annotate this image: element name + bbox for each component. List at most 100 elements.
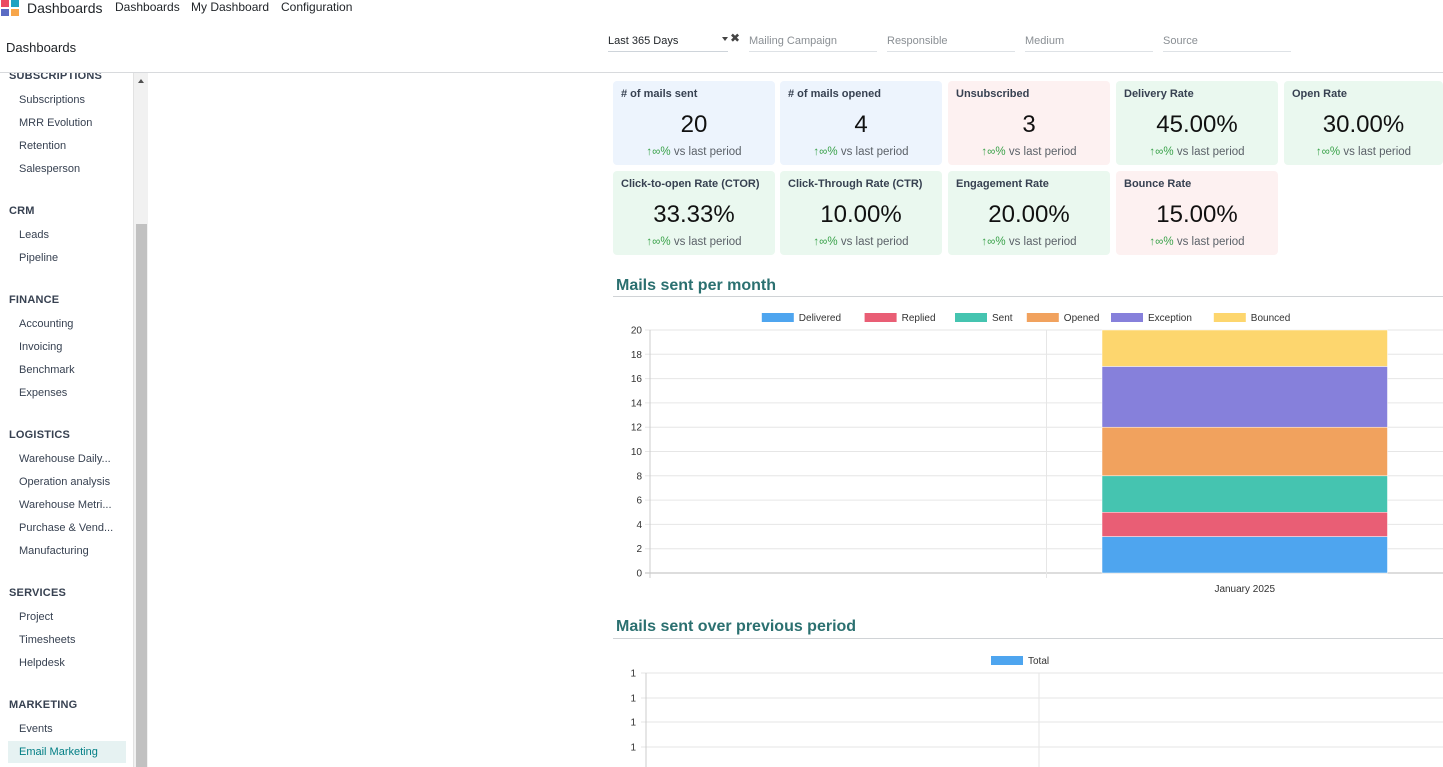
breadcrumb: Dashboards	[6, 40, 77, 55]
mailing-campaign-placeholder: Mailing Campaign	[749, 35, 838, 47]
mailing-campaign-filter[interactable]: Mailing Campaign	[749, 31, 877, 52]
source-filter[interactable]: Source	[1163, 31, 1291, 52]
legend-item-exception[interactable]: Exception	[1111, 313, 1192, 324]
y-tick-label: 1	[630, 669, 636, 680]
legend-swatch	[1111, 313, 1143, 322]
period-filter-value: Last 365 Days	[608, 35, 679, 47]
sidebar-item-salesperson[interactable]: Salesperson	[19, 163, 81, 175]
header-divider	[0, 72, 1443, 73]
kpi-change-suffix: vs last period	[673, 236, 742, 248]
chart1-rule	[613, 296, 1443, 297]
top-navbar: Dashboards Dashboards My Dashboard Confi…	[0, 0, 1443, 16]
legend-item-total[interactable]: Total	[991, 656, 1049, 667]
sidebar-section-marketing: MARKETING	[9, 699, 78, 711]
bar-segment-exception[interactable]	[1101, 366, 1388, 428]
scroll-up-arrow-icon[interactable]	[138, 79, 144, 83]
arrow-up-icon: ↑	[1149, 236, 1156, 248]
kpi-card[interactable]: # of mails sent 20 ↑∞% vs last period	[613, 81, 775, 165]
kpi-title: Click-Through Rate (CTR)	[788, 178, 923, 190]
kpi-change: ∞%	[987, 146, 1006, 158]
arrow-up-icon: ↑	[981, 146, 988, 158]
sidebar-item-events[interactable]: Events	[19, 723, 53, 735]
legend-item-sent[interactable]: Sent	[955, 313, 1013, 324]
arrow-up-icon: ↑	[813, 236, 820, 248]
kpi-value: 20.00%	[988, 201, 1070, 228]
nav-dashboards[interactable]: Dashboards	[115, 0, 180, 14]
dashboards-app-icon[interactable]	[1, 0, 19, 16]
source-placeholder: Source	[1163, 35, 1198, 47]
kpi-change: ∞%	[1321, 146, 1341, 158]
legend-label: Opened	[1064, 313, 1100, 324]
scrollbar-thumb[interactable]	[136, 224, 147, 767]
bar-segment-replied[interactable]	[1101, 512, 1388, 537]
arrow-up-icon: ↑	[813, 146, 820, 158]
sidebar-item-purchase-vend[interactable]: Purchase & Vend...	[19, 522, 114, 534]
kpi-title: Delivery Rate	[1124, 88, 1194, 100]
sidebar-item-pipeline[interactable]: Pipeline	[19, 252, 59, 264]
kpi-card[interactable]: # of mails opened 4 ↑∞% vs last period	[780, 81, 942, 165]
kpi-card[interactable]: Click-Through Rate (CTR) 10.00% ↑∞% vs las…	[780, 171, 942, 255]
x-tick-label: January 2025	[1214, 584, 1275, 595]
kpi-title: Bounce Rate	[1124, 178, 1192, 190]
sidebar-item-expenses[interactable]: Expenses	[19, 387, 68, 399]
sidebar-scrollbar[interactable]	[133, 73, 148, 767]
nav-my-dashboard[interactable]: My Dashboard	[191, 0, 270, 14]
kpi-title: Click-to-open Rate (CTOR)	[621, 178, 760, 190]
legend-label: Sent	[992, 313, 1013, 324]
kpi-value: 10.00%	[820, 201, 902, 228]
kpi-change-suffix: vs last period	[840, 146, 909, 158]
kpi-card[interactable]: Delivery Rate 45.00% ↑∞% vs last period	[1116, 81, 1278, 165]
bar-segment-delivered[interactable]	[1101, 536, 1388, 574]
clear-filter-icon[interactable]: ✖	[730, 31, 741, 45]
sidebar-item-warehouse-metri[interactable]: Warehouse Metri...	[19, 499, 112, 511]
kpi-card[interactable]: Click-to-open Rate (CTOR) 33.33% ↑∞% vs la…	[613, 171, 775, 255]
sidebar-item-timesheets[interactable]: Timesheets	[19, 634, 76, 646]
arrow-up-icon: ↑	[1149, 146, 1156, 158]
nav-configuration[interactable]: Configuration	[281, 0, 353, 14]
y-tick-label: 16	[631, 374, 643, 385]
responsible-filter[interactable]: Responsible	[887, 31, 1015, 52]
sidebar-item-manufacturing[interactable]: Manufacturing	[19, 545, 89, 557]
sidebar-item-warehouse-daily[interactable]: Warehouse Daily...	[19, 453, 111, 465]
bar-segment-sent[interactable]	[1101, 475, 1388, 513]
sidebar-item-accounting[interactable]: Accounting	[19, 318, 74, 330]
app-title[interactable]: Dashboards	[27, 0, 103, 16]
kpi-comparison: ↑∞% vs last period	[1116, 146, 1278, 158]
legend-item-opened[interactable]: Opened	[1026, 313, 1100, 324]
medium-filter[interactable]: Medium	[1025, 31, 1153, 52]
sidebar-item-leads[interactable]: Leads	[19, 229, 49, 241]
kpi-value: 15.00%	[1156, 201, 1238, 228]
sidebar-item-helpdesk[interactable]: Helpdesk	[19, 657, 65, 669]
y-tick-label: 1	[630, 718, 636, 729]
y-tick-label: 0	[636, 569, 642, 580]
period-filter[interactable]: Last 365 Days	[608, 31, 728, 52]
sidebar-item-project[interactable]: Project	[19, 611, 54, 623]
sidebar-item-benchmark[interactable]: Benchmark	[19, 364, 75, 376]
y-tick-label: 6	[636, 496, 642, 507]
sidebar-item-retention[interactable]: Retention	[19, 140, 67, 152]
sidebar-item-operation-analysis[interactable]: Operation analysis	[19, 476, 111, 488]
sidebar-item-email-marketing[interactable]: Email Marketing	[8, 741, 126, 763]
kpi-change-suffix: vs last period	[1008, 236, 1077, 248]
kpi-comparison: ↑∞% vs last period	[613, 146, 775, 158]
kpi-card[interactable]: Engagement Rate 20.00% ↑∞% vs last period	[948, 171, 1110, 255]
legend-swatch	[1026, 313, 1059, 322]
kpi-change-suffix: vs last period	[1176, 146, 1245, 158]
legend-item-delivered[interactable]: Delivered	[761, 313, 841, 324]
kpi-title: # of mails sent	[621, 88, 698, 100]
sidebar-item-subscriptions[interactable]: Subscriptions	[19, 94, 86, 106]
bar-segment-opened[interactable]	[1101, 426, 1388, 477]
legend-item-bounced[interactable]: Bounced	[1213, 313, 1290, 324]
legend-item-replied[interactable]: Replied	[864, 313, 936, 324]
kpi-card[interactable]: Open Rate 30.00% ↑∞% vs last period	[1284, 81, 1443, 165]
sidebar-item-invoicing[interactable]: Invoicing	[19, 341, 63, 353]
chart2-rule	[613, 638, 1443, 639]
y-tick-label: 4	[636, 520, 642, 531]
kpi-card[interactable]: Unsubscribed 3 ↑∞% vs last period	[948, 81, 1110, 165]
sidebar-item-mrr-evolution[interactable]: MRR Evolution	[19, 117, 93, 129]
y-tick-label: 12	[631, 423, 643, 434]
legend-label: Exception	[1148, 313, 1192, 324]
bar-segment-bounced[interactable]	[1101, 329, 1388, 367]
kpi-card[interactable]: Bounce Rate 15.00% ↑∞% vs last period	[1116, 171, 1278, 255]
kpi-change: ∞%	[1155, 146, 1174, 158]
